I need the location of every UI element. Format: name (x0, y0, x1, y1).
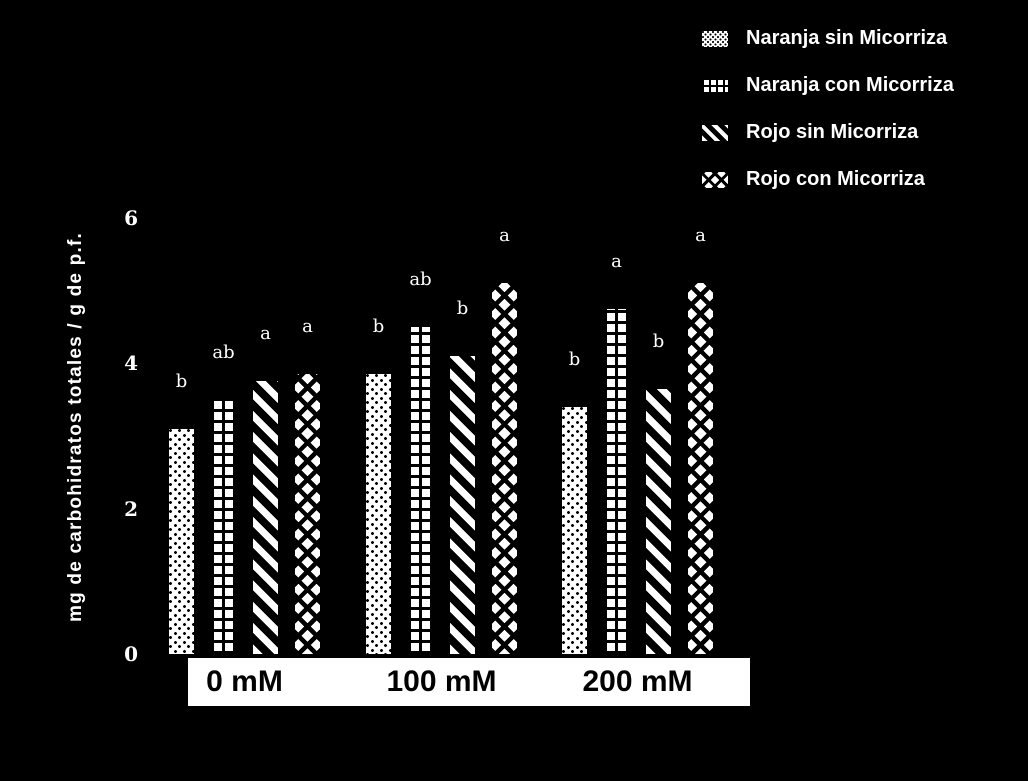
bar-naranja-con-micorriza-0-mm (211, 400, 236, 654)
legend-swatch-dots-icon (702, 30, 728, 47)
sig-letter-naranja-con-micorriza-200-mm: a (611, 251, 622, 272)
y-tick-6: 6 (124, 205, 138, 230)
bar-naranja-con-micorriza-200-mm (604, 309, 629, 654)
bar-rojo-con-micorriza-0-mm (295, 374, 320, 654)
sig-letter-naranja-sin-micorriza-0-mm: b (175, 371, 188, 392)
sig-letter-rojo-sin-micorriza-100-mm: b (456, 298, 469, 319)
legend-label-naranja-sin-micorriza: Naranja sin Micorriza (746, 27, 948, 49)
sig-letter-rojo-sin-micorriza-0-mm: a (260, 323, 271, 344)
x-axis-category-box: 0 mM 100 mM 200 mM (188, 658, 750, 706)
legend-item-rojo-con-micorriza: Rojo con Micorriza (702, 168, 954, 191)
bar-rojo-con-micorriza-200-mm (688, 283, 713, 654)
sig-letter-rojo-sin-micorriza-200-mm: b (652, 331, 665, 352)
bar-rojo-con-micorriza-100-mm (492, 283, 517, 654)
sig-letter-naranja-con-micorriza-100-mm: ab (409, 269, 432, 290)
bar-rojo-sin-micorriza-0-mm (253, 381, 278, 654)
sig-letter-rojo-con-micorriza-100-mm: a (499, 225, 510, 246)
bar-rojo-sin-micorriza-200-mm (646, 389, 671, 654)
x-category-label-0-mm: 0 mM (206, 665, 283, 698)
y-tick-0: 0 (124, 642, 138, 666)
legend: Naranja sin Micorriza Naranja con Micorri… (702, 27, 954, 191)
bar-naranja-sin-micorriza-0-mm (169, 429, 194, 654)
y-tick-2: 2 (124, 496, 138, 521)
bar-rojo-sin-micorriza-100-mm (450, 356, 475, 654)
legend-item-rojo-sin-micorriza: Rojo sin Micorriza (702, 121, 954, 144)
bar-naranja-con-micorriza-100-mm (408, 327, 433, 654)
legend-label-rojo-sin-micorriza: Rojo sin Micorriza (746, 121, 919, 143)
bar-naranja-sin-micorriza-200-mm (562, 407, 587, 654)
legend-item-naranja-sin-micorriza: Naranja sin Micorriza (702, 27, 954, 50)
legend-label-rojo-con-micorriza: Rojo con Micorriza (746, 168, 925, 190)
sig-letter-naranja-sin-micorriza-200-mm: b (568, 349, 581, 370)
x-category-label-100-mm: 100 mM (386, 665, 497, 698)
y-tick-4: 4 (124, 351, 138, 376)
y-axis-title: mg de carbohidratos totales / g de p.f. (65, 232, 86, 622)
x-category-label-200-mm: 200 mM (582, 665, 693, 698)
legend-label-naranja-con-micorriza: Naranja con Micorriza (746, 74, 954, 96)
legend-item-naranja-con-micorriza: Naranja con Micorriza (702, 74, 954, 97)
sig-letter-naranja-sin-micorriza-100-mm: b (372, 316, 385, 337)
legend-swatch-grid-icon (702, 77, 728, 94)
sig-letter-naranja-con-micorriza-0-mm: ab (212, 342, 235, 363)
legend-swatch-cross-icon (702, 171, 728, 188)
sig-letter-rojo-con-micorriza-200-mm: a (695, 225, 706, 246)
sig-letter-rojo-con-micorriza-0-mm: a (302, 316, 313, 337)
legend-swatch-diag-icon (702, 124, 728, 141)
bar-naranja-sin-micorriza-100-mm (366, 374, 391, 654)
